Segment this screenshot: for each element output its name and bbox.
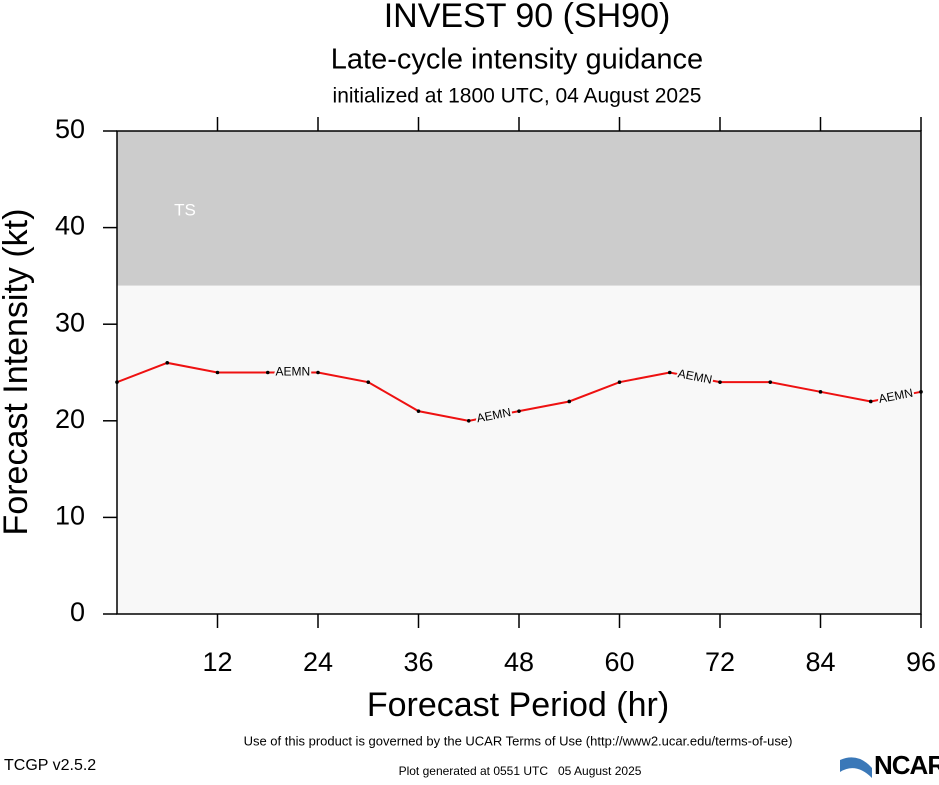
y-axis-label: Forecast Intensity (kt) (0, 209, 35, 536)
terms-text: Use of this product is governed by the U… (244, 733, 793, 748)
line-label: AEMN (276, 365, 311, 379)
data-point (617, 380, 622, 384)
x-tick-label: 12 (202, 647, 232, 677)
data-point (919, 390, 923, 394)
generated-text: Plot generated at 0551 UTC 05 August 202… (399, 764, 642, 778)
y-tick-label: 30 (55, 307, 85, 337)
x-tick-label: 72 (705, 647, 735, 677)
data-point (316, 370, 320, 375)
y-tick-label: 20 (55, 404, 85, 434)
data-point (115, 380, 119, 384)
logo-icon (840, 757, 872, 778)
data-point (667, 370, 672, 375)
x-tick-label: 36 (403, 647, 433, 677)
y-tick-label: 40 (55, 211, 85, 241)
y-tick-label: 10 (55, 501, 85, 531)
band-label: TS (174, 200, 196, 219)
data-point (165, 361, 170, 365)
data-point (768, 380, 773, 384)
data-point (366, 380, 371, 384)
x-tick-label: 24 (303, 647, 333, 677)
data-point (466, 419, 471, 423)
data-point (265, 370, 270, 375)
y-tick-label: 0 (70, 597, 85, 627)
chart-subtitle: Late-cycle intensity guidance (331, 44, 703, 76)
version-text: TCGP v2.5.2 (4, 757, 96, 774)
y-tick-label: 50 (55, 114, 85, 144)
init-text: initialized at 1800 UTC, 04 August 2025 (333, 85, 702, 108)
x-tick-label: 84 (805, 647, 835, 677)
data-point (215, 370, 220, 375)
data-point (416, 409, 421, 413)
data-point (868, 399, 873, 404)
data-point (517, 409, 521, 413)
x-tick-label: 48 (504, 647, 534, 677)
data-point (567, 399, 572, 404)
x-tick-label: 60 (604, 647, 634, 677)
x-tick-label: 96 (906, 647, 936, 677)
x-axis-label: Forecast Period (hr) (367, 686, 669, 724)
data-point (718, 380, 722, 384)
intensity-band (117, 131, 921, 286)
chart-title: INVEST 90 (SH90) (384, 0, 671, 35)
logo-text: NCAR (874, 750, 939, 780)
data-point (818, 390, 823, 394)
plot-frame (116, 130, 922, 615)
